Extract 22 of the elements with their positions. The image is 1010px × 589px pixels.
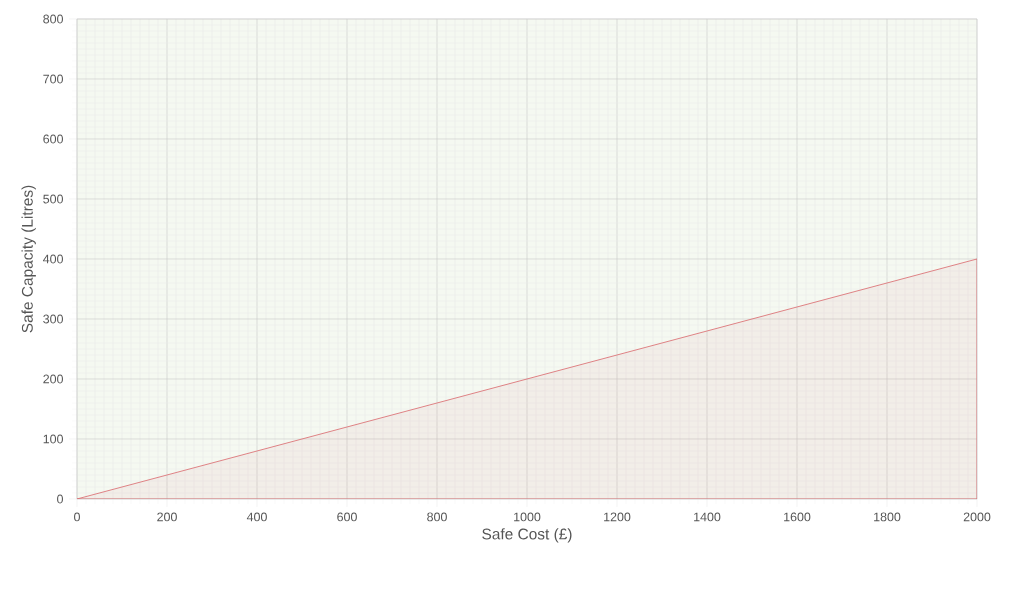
y-tick-label: 500 xyxy=(43,194,63,204)
x-tick-label: 1000 xyxy=(514,512,541,522)
x-tick-label: 600 xyxy=(337,512,357,522)
x-tick-label: 800 xyxy=(427,512,447,522)
y-tick-label: 700 xyxy=(43,74,63,84)
x-axis-title: Safe Cost (£) xyxy=(482,528,572,543)
y-axis-title: Safe Capacity (Litres) xyxy=(21,185,36,333)
x-tick-label: 2000 xyxy=(963,512,991,522)
x-tick-label: 1600 xyxy=(784,512,811,522)
y-tick-label: 400 xyxy=(42,254,63,264)
x-tick-label: 200 xyxy=(157,512,177,522)
y-tick-label: 200 xyxy=(43,374,63,384)
y-tick-label: 100 xyxy=(43,434,63,444)
y-tick-label: 800 xyxy=(43,14,63,24)
y-tick-label: 300 xyxy=(43,314,63,324)
y-tick-label: 0 xyxy=(57,494,63,504)
x-tick-label: 400 xyxy=(246,512,267,522)
y-tick-label: 600 xyxy=(43,134,63,144)
x-tick-label: 0 xyxy=(74,512,80,522)
x-tick-label: 1800 xyxy=(874,512,901,522)
x-tick-label: 1400 xyxy=(694,512,721,522)
x-tick-label: 1200 xyxy=(604,512,631,522)
